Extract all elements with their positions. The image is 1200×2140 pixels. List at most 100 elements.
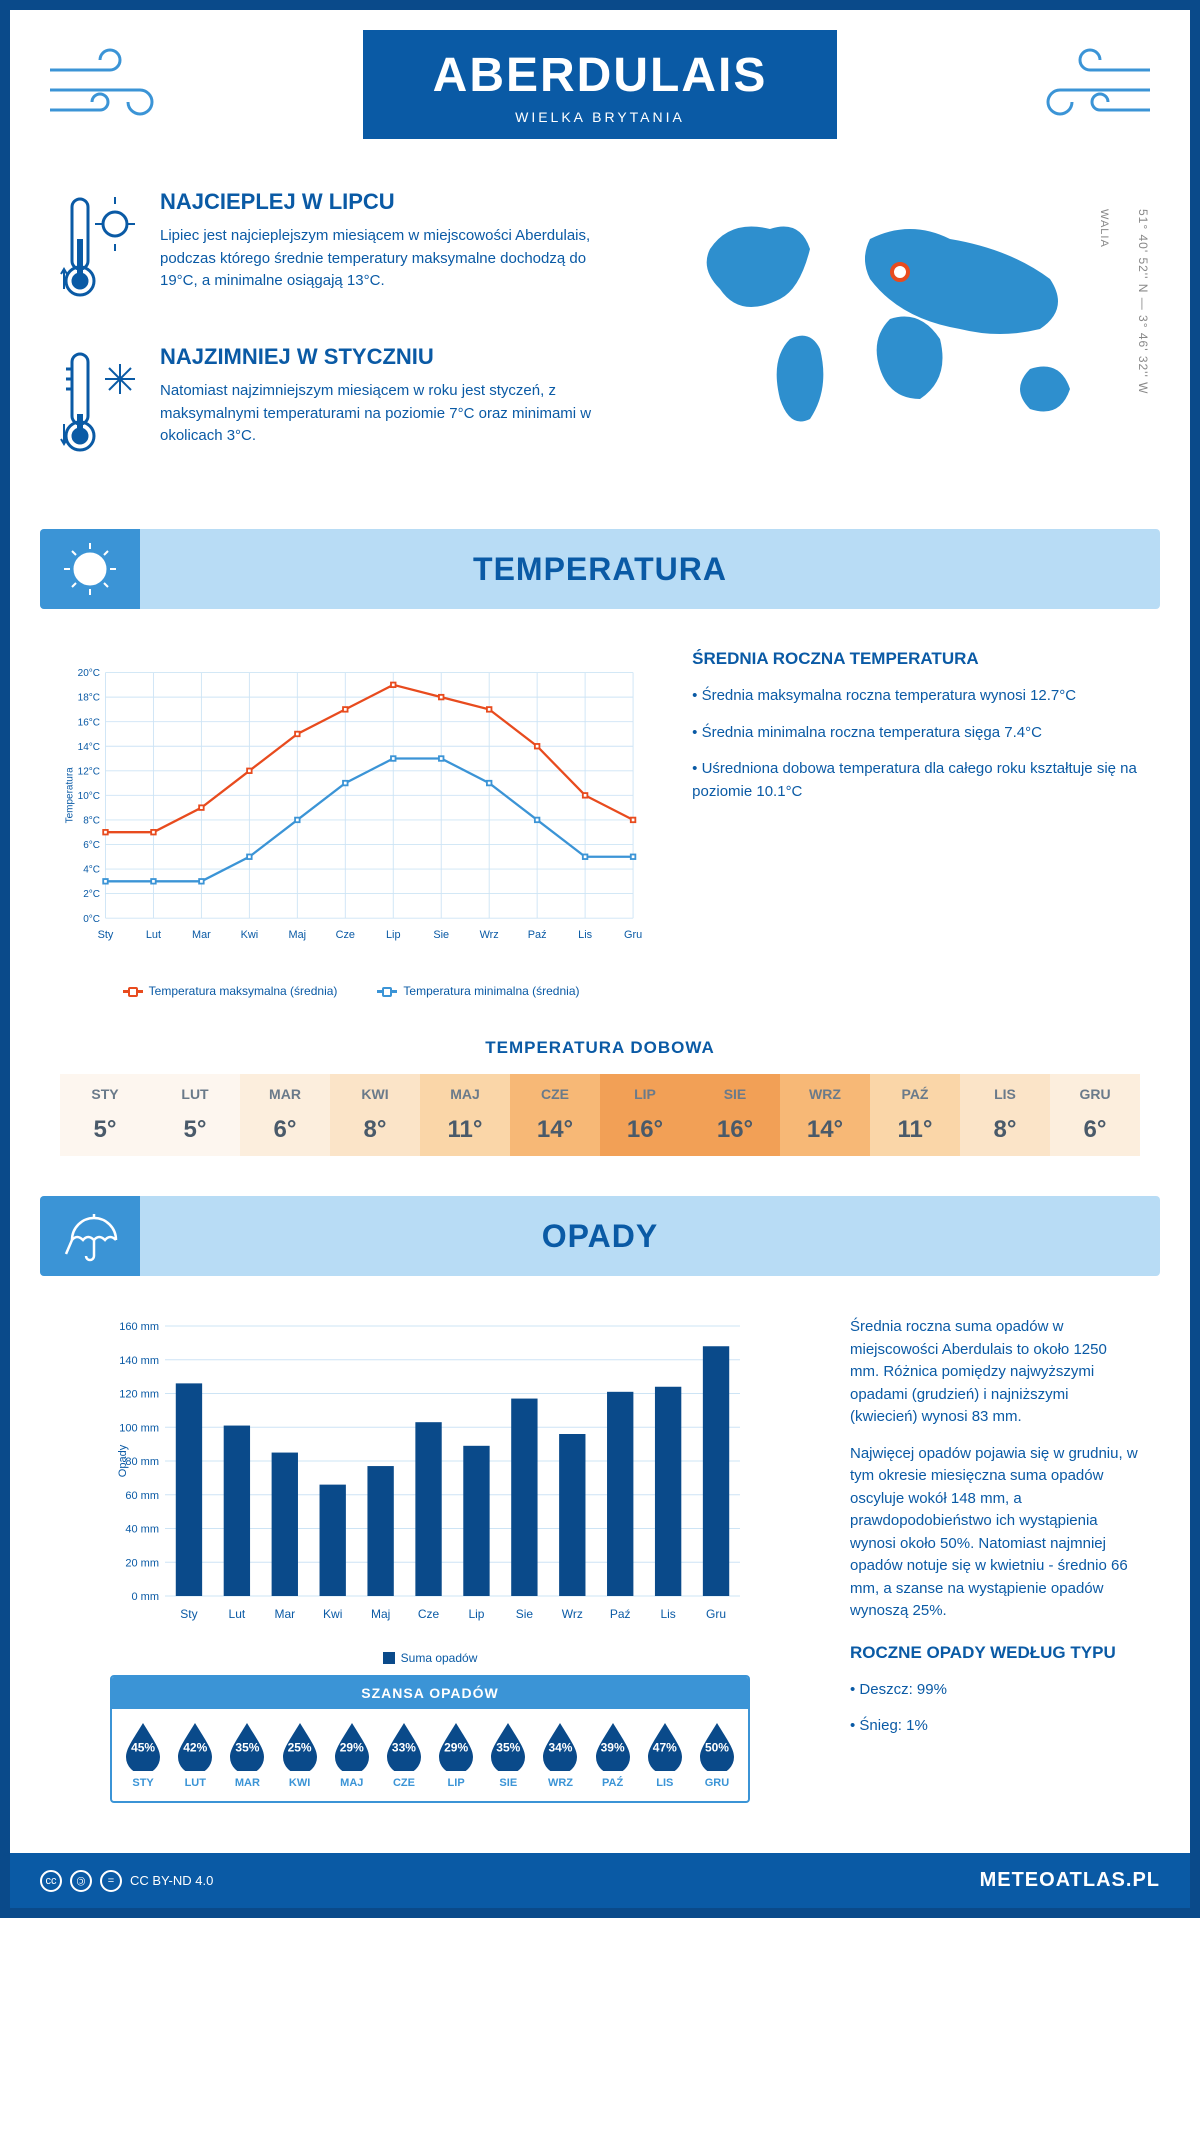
svg-text:18°C: 18°C (78, 693, 100, 704)
svg-text:Cze: Cze (336, 929, 355, 941)
svg-text:4°C: 4°C (83, 865, 100, 876)
raindrop-icon: 29% (331, 1721, 373, 1771)
svg-text:0°C: 0°C (83, 914, 100, 925)
chance-cell: 25% KWI (275, 1721, 325, 1789)
chance-cell: 35% SIE (483, 1721, 533, 1789)
legend-max: Temperatura maksymalna (średnia) (149, 984, 338, 998)
raindrop-icon: 35% (226, 1721, 268, 1771)
daily-cell: LIP16° (600, 1074, 690, 1156)
svg-text:20 mm: 20 mm (125, 1557, 159, 1569)
raindrop-icon: 33% (383, 1721, 425, 1771)
temp-bullet: • Średnia maksymalna roczna temperatura … (692, 685, 1140, 708)
temp-bullet: • Uśredniona dobowa temperatura dla całe… (692, 758, 1140, 803)
daily-cell: GRU6° (1050, 1074, 1140, 1156)
svg-text:10°C: 10°C (78, 791, 100, 802)
svg-text:Maj: Maj (289, 929, 307, 941)
daily-cell: MAR6° (240, 1074, 330, 1156)
warmest-block: NAJCIEPLEJ W LIPCU Lipiec jest najcieple… (60, 189, 620, 314)
location-title: ABERDULAIS (433, 48, 768, 103)
precip-para2: Najwięcej opadów pojawia się w grudniu, … (850, 1443, 1140, 1623)
svg-text:Lut: Lut (146, 929, 161, 941)
raindrop-icon: 25% (279, 1721, 321, 1771)
svg-text:Kwi: Kwi (241, 929, 259, 941)
svg-text:Sie: Sie (433, 929, 449, 941)
svg-text:Kwi: Kwi (323, 1607, 342, 1621)
svg-text:2°C: 2°C (83, 889, 100, 900)
raindrop-icon: 45% (122, 1721, 164, 1771)
svg-text:16°C: 16°C (78, 717, 100, 728)
raindrop-icon: 29% (435, 1721, 477, 1771)
cc-icon: cc (40, 1870, 62, 1892)
coldest-title: NAJZIMNIEJ W STYCZNIU (160, 344, 620, 370)
precip-legend-label: Suma opadów (401, 1651, 478, 1665)
daily-cell: LIS8° (960, 1074, 1050, 1156)
daily-cell: MAJ11° (420, 1074, 510, 1156)
country-subtitle: WIELKA BRYTANIA (433, 109, 768, 125)
thermometer-hot-icon (60, 189, 140, 314)
svg-text:100 mm: 100 mm (119, 1422, 159, 1434)
precipitation-title: OPADY (542, 1218, 658, 1255)
license-block: cc 🄯 = CC BY-ND 4.0 (40, 1870, 213, 1892)
temp-summary-title: ŚREDNIA ROCZNA TEMPERATURA (692, 649, 1140, 669)
svg-text:Opady: Opady (117, 1444, 129, 1477)
svg-text:Wrz: Wrz (480, 929, 499, 941)
thermometer-cold-icon (60, 344, 140, 469)
chance-cell: 35% MAR (222, 1721, 272, 1789)
svg-text:Sty: Sty (180, 1607, 197, 1621)
temperature-title: TEMPERATURA (473, 551, 727, 588)
svg-text:120 mm: 120 mm (119, 1389, 159, 1401)
svg-text:Wrz: Wrz (562, 1607, 583, 1621)
svg-text:Temperatura: Temperatura (65, 767, 76, 824)
daily-cell: PAŹ11° (870, 1074, 960, 1156)
svg-text:Gru: Gru (624, 929, 642, 941)
svg-text:6°C: 6°C (83, 840, 100, 851)
raindrop-icon: 39% (592, 1721, 634, 1771)
svg-text:80 mm: 80 mm (125, 1456, 159, 1468)
svg-text:Lis: Lis (578, 929, 592, 941)
coldest-text: Natomiast najzimniejszym miesiącem w rok… (160, 380, 620, 448)
chance-cell: 34% WRZ (535, 1721, 585, 1789)
temperature-chart: 0°C2°C4°C6°C8°C10°C12°C14°C16°C18°C20°CS… (60, 649, 642, 998)
precip-type-bullet: • Śnieg: 1% (850, 1715, 1140, 1738)
precip-para1: Średnia roczna suma opadów w miejscowośc… (850, 1316, 1140, 1429)
svg-text:12°C: 12°C (78, 766, 100, 777)
chance-cell: 47% LIS (640, 1721, 690, 1789)
svg-text:14°C: 14°C (78, 742, 100, 753)
wind-icon-left (40, 40, 180, 130)
precipitation-summary: Średnia roczna suma opadów w miejscowośc… (850, 1316, 1140, 1803)
svg-text:Mar: Mar (192, 929, 211, 941)
footer: cc 🄯 = CC BY-ND 4.0 METEOATLAS.PL (10, 1853, 1190, 1908)
chance-cell: 29% LIP (431, 1721, 481, 1789)
svg-text:40 mm: 40 mm (125, 1524, 159, 1536)
svg-text:Mar: Mar (274, 1607, 295, 1621)
nd-icon: = (100, 1870, 122, 1892)
warmest-title: NAJCIEPLEJ W LIPCU (160, 189, 620, 215)
infographic-frame: ABERDULAIS WIELKA BRYTANIA NAJCIEPLEJ W … (0, 0, 1200, 1918)
svg-text:Lip: Lip (468, 1607, 484, 1621)
precipitation-chance-table: SZANSA OPADÓW 45% STY 42% LUT 35% MAR 25… (110, 1675, 750, 1803)
raindrop-icon: 34% (539, 1721, 581, 1771)
umbrella-icon (40, 1196, 140, 1276)
header: ABERDULAIS WIELKA BRYTANIA (10, 10, 1190, 169)
chance-cell: 29% MAJ (327, 1721, 377, 1789)
svg-text:Paź: Paź (610, 1607, 631, 1621)
chance-cell: 42% LUT (170, 1721, 220, 1789)
by-icon: 🄯 (70, 1870, 92, 1892)
svg-text:Sie: Sie (516, 1607, 534, 1621)
svg-text:8°C: 8°C (83, 816, 100, 827)
raindrop-icon: 42% (174, 1721, 216, 1771)
raindrop-icon: 47% (644, 1721, 686, 1771)
coldest-block: NAJZIMNIEJ W STYCZNIU Natomiast najzimni… (60, 344, 620, 469)
daily-cell: SIE16° (690, 1074, 780, 1156)
temperature-section-header: TEMPERATURA (40, 529, 1160, 609)
daily-cell: STY5° (60, 1074, 150, 1156)
chance-cell: 50% GRU (692, 1721, 742, 1789)
svg-text:Lip: Lip (386, 929, 401, 941)
world-map (660, 189, 1140, 449)
warmest-text: Lipiec jest najcieplejszym miesiącem w m… (160, 225, 620, 293)
svg-text:Lis: Lis (660, 1607, 675, 1621)
map-block: WALIA 51° 40' 52'' N — 3° 46' 32'' W (660, 189, 1140, 499)
temperature-legend: Temperatura maksymalna (średnia) Tempera… (60, 984, 642, 998)
site-name: METEOATLAS.PL (980, 1869, 1160, 1892)
precipitation-section-header: OPADY (40, 1196, 1160, 1276)
